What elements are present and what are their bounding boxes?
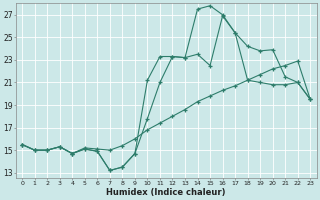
- X-axis label: Humidex (Indice chaleur): Humidex (Indice chaleur): [107, 188, 226, 197]
